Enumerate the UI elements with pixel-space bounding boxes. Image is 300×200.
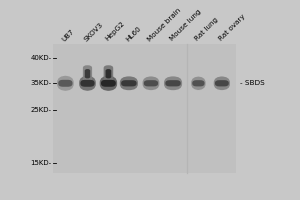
- Text: Mouse brain: Mouse brain: [147, 7, 182, 42]
- Text: HepG2: HepG2: [104, 21, 126, 42]
- FancyBboxPatch shape: [100, 76, 117, 91]
- Text: HL60: HL60: [124, 25, 142, 42]
- FancyBboxPatch shape: [164, 76, 182, 90]
- FancyBboxPatch shape: [57, 76, 74, 91]
- Text: 35KD-: 35KD-: [30, 80, 52, 86]
- FancyBboxPatch shape: [142, 76, 159, 90]
- FancyBboxPatch shape: [106, 69, 111, 78]
- FancyBboxPatch shape: [83, 65, 92, 82]
- FancyBboxPatch shape: [144, 80, 158, 86]
- FancyBboxPatch shape: [120, 76, 138, 90]
- FancyBboxPatch shape: [58, 80, 73, 87]
- Text: - SBDS: - SBDS: [240, 80, 265, 86]
- Text: 15KD-: 15KD-: [30, 160, 52, 166]
- Text: Rat lung: Rat lung: [194, 17, 220, 42]
- FancyBboxPatch shape: [52, 44, 236, 173]
- FancyBboxPatch shape: [80, 80, 94, 87]
- FancyBboxPatch shape: [121, 80, 136, 86]
- FancyBboxPatch shape: [79, 76, 96, 91]
- FancyBboxPatch shape: [214, 76, 230, 90]
- Text: 40KD-: 40KD-: [30, 55, 52, 61]
- Text: SKOV3: SKOV3: [83, 21, 104, 42]
- FancyBboxPatch shape: [215, 80, 229, 86]
- FancyBboxPatch shape: [191, 76, 206, 90]
- Text: Mouse lung: Mouse lung: [169, 9, 202, 42]
- FancyBboxPatch shape: [101, 80, 116, 87]
- Text: U87: U87: [61, 28, 76, 42]
- FancyBboxPatch shape: [165, 80, 181, 86]
- FancyBboxPatch shape: [103, 65, 113, 82]
- FancyBboxPatch shape: [85, 69, 90, 78]
- Text: 25KD-: 25KD-: [31, 107, 52, 113]
- FancyBboxPatch shape: [192, 80, 205, 86]
- Text: Rat ovary: Rat ovary: [218, 14, 246, 42]
